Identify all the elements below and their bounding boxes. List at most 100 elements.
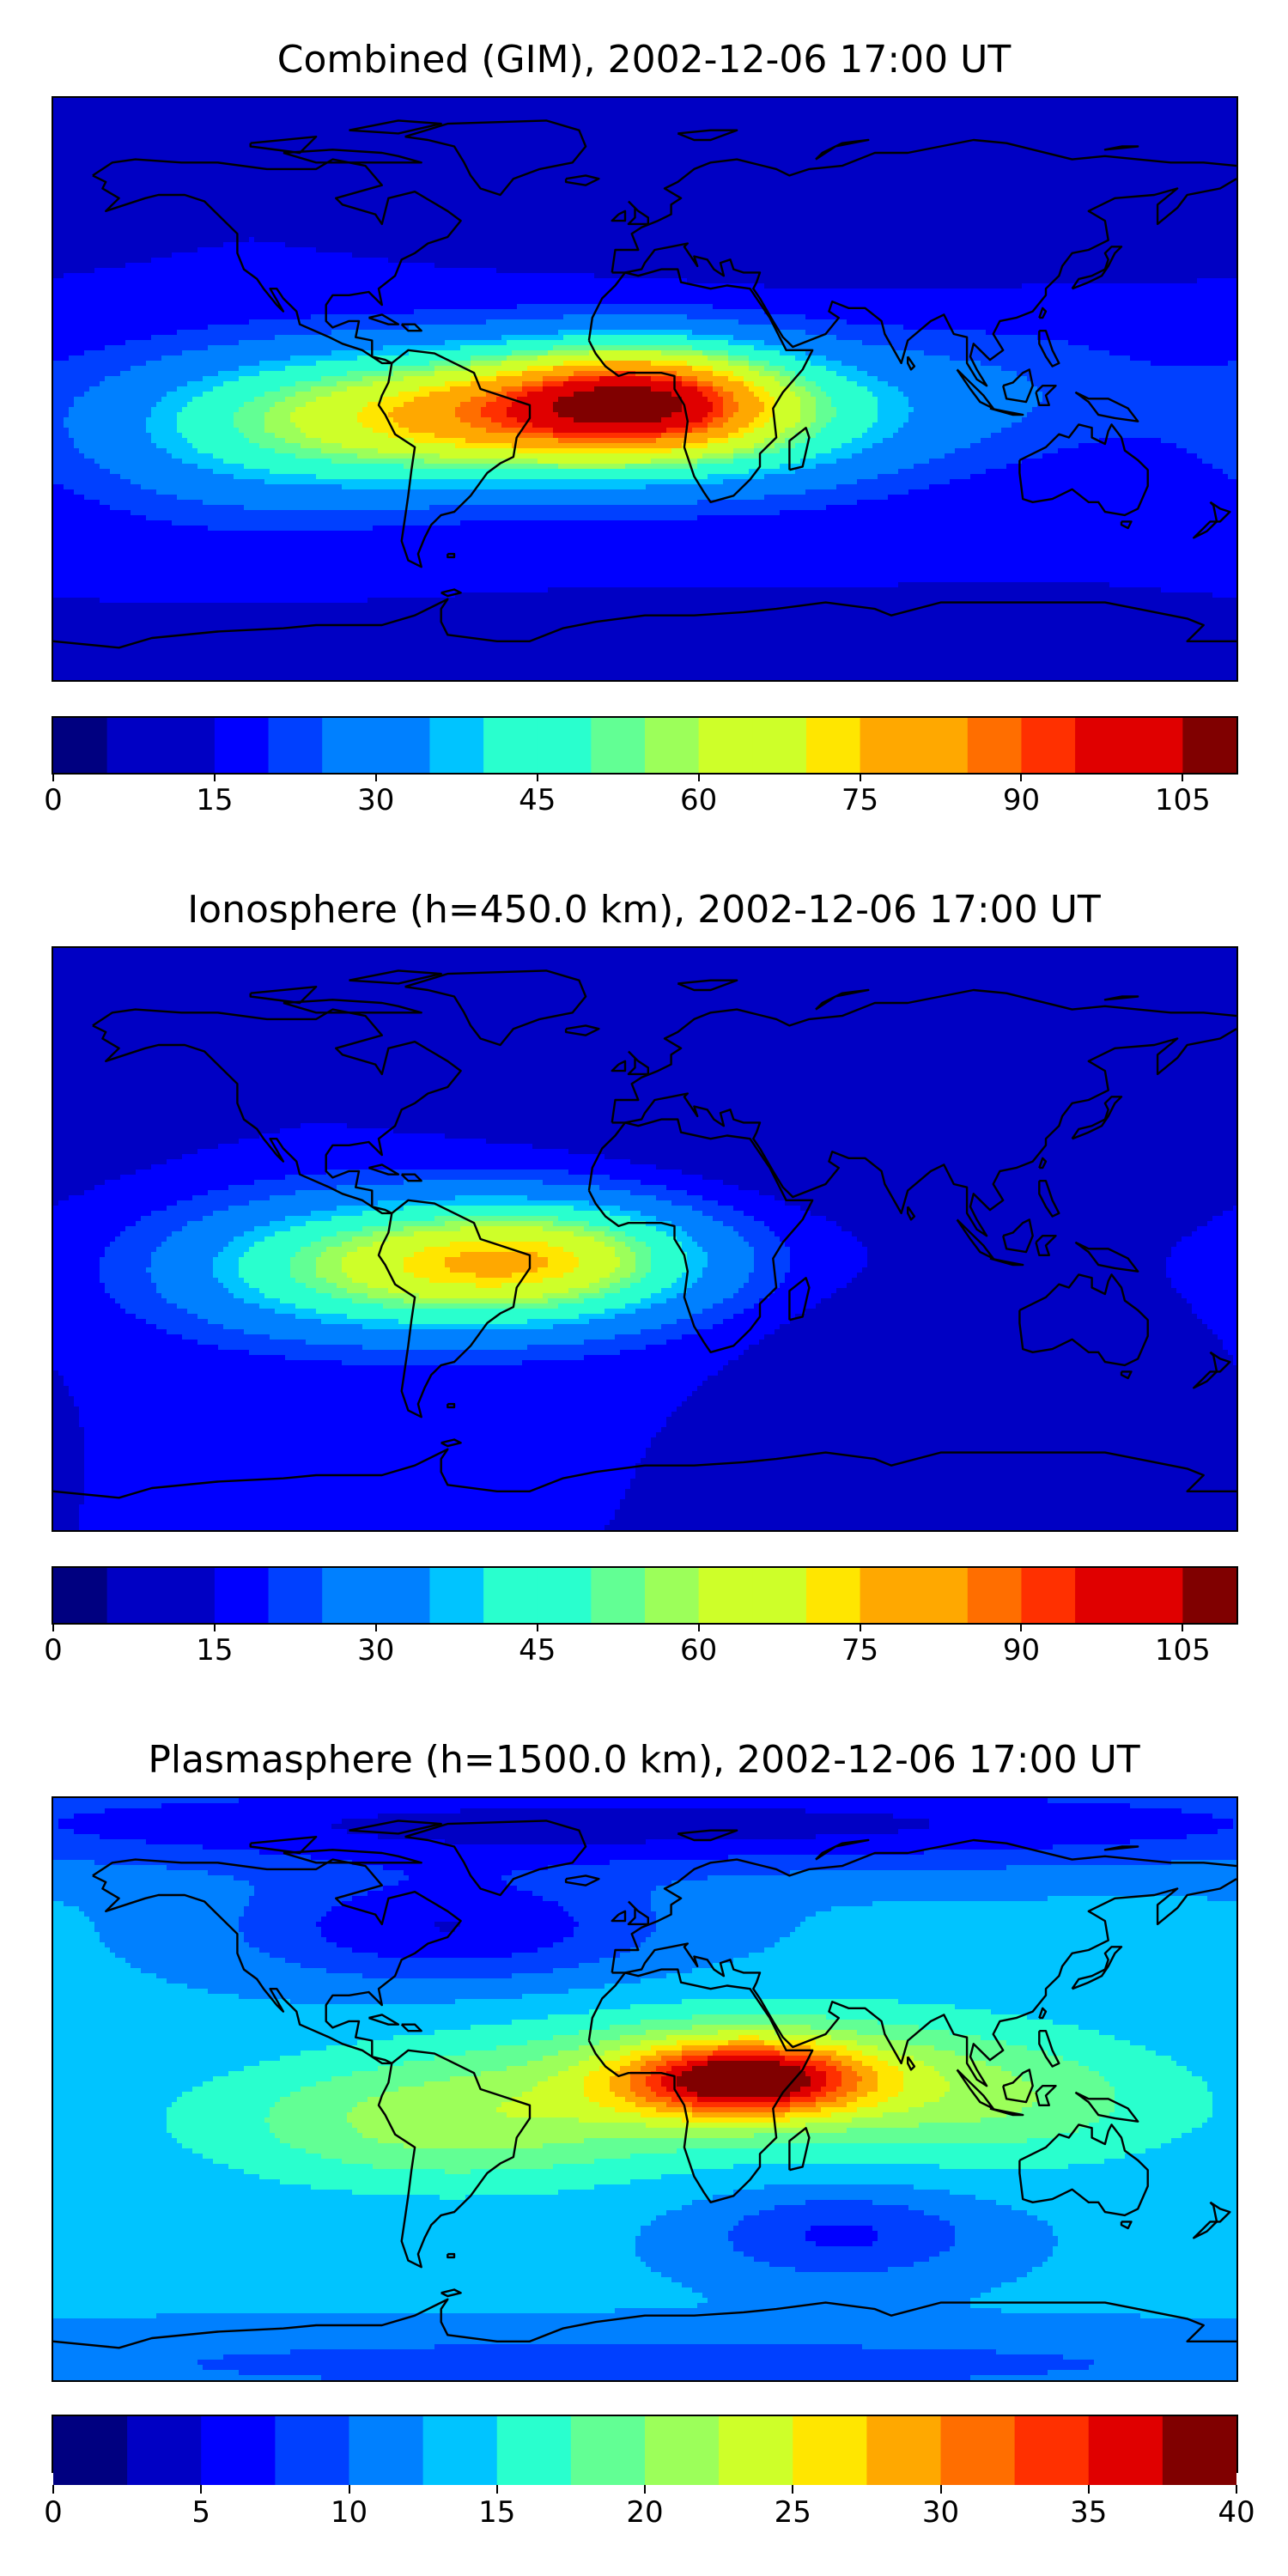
tec-cell — [589, 134, 595, 140]
tec-cell — [501, 134, 507, 140]
tec-cell — [950, 191, 956, 197]
tec-cell — [646, 175, 652, 181]
tec-cell — [970, 113, 976, 119]
tec-cell — [733, 139, 739, 145]
tec-cell — [955, 196, 961, 202]
tec-cell — [574, 165, 580, 171]
tec-cell — [496, 139, 502, 145]
tec-cell — [362, 196, 368, 202]
tec-cell — [496, 108, 502, 114]
tec-cell — [177, 108, 183, 114]
tec-cell — [764, 98, 770, 104]
tec-cell — [213, 124, 219, 130]
tec-cell — [749, 191, 755, 197]
tec-cell — [728, 165, 734, 171]
tec-cell — [1115, 108, 1121, 114]
tec-cell — [945, 118, 951, 125]
tec-cell — [192, 129, 198, 135]
tec-cell — [223, 129, 229, 135]
tec-cell — [125, 129, 131, 135]
tec-cell — [903, 155, 909, 161]
tec-cell — [620, 149, 626, 155]
tec-cell — [146, 108, 152, 114]
tec-cell — [625, 196, 631, 202]
tec-cell — [888, 180, 894, 186]
tec-cell — [306, 108, 312, 114]
tec-cell — [1140, 118, 1146, 125]
tec-cell — [471, 149, 477, 155]
tec-cell — [991, 118, 997, 125]
tec-cell — [599, 103, 605, 109]
tec-cell — [847, 118, 853, 125]
tec-cell — [424, 170, 430, 176]
tec-cell — [862, 160, 868, 166]
tec-cell — [878, 160, 884, 166]
tec-cell — [1171, 144, 1177, 150]
tec-cell — [826, 103, 832, 109]
tec-cell — [548, 149, 554, 155]
tec-cell — [594, 113, 600, 119]
tec-cell — [450, 160, 456, 166]
tec-cell — [1022, 175, 1028, 181]
tec-cell — [167, 170, 173, 176]
tec-cell — [1022, 165, 1028, 171]
tec-cell — [568, 185, 574, 191]
tec-cell — [1109, 165, 1115, 171]
tec-cell — [1032, 124, 1038, 130]
tec-cell — [1207, 139, 1213, 145]
tec-cell — [867, 165, 873, 171]
tec-cell — [476, 155, 482, 161]
tec-cell — [1089, 149, 1095, 155]
tec-cell — [687, 144, 693, 150]
tec-cell — [208, 124, 214, 130]
tec-cell — [867, 144, 873, 150]
tec-cell — [965, 170, 971, 176]
tec-cell — [898, 108, 904, 114]
tec-cell — [84, 170, 90, 176]
tec-cell — [337, 170, 343, 176]
tec-cell — [522, 201, 528, 207]
tec-cell — [1212, 170, 1218, 176]
tec-cell — [120, 98, 126, 104]
tec-cell — [1140, 144, 1146, 150]
tec-cell — [74, 124, 80, 130]
tec-cell — [991, 124, 997, 130]
tec-cell — [718, 118, 724, 125]
tec-cell — [64, 108, 70, 114]
tec-cell — [398, 149, 404, 155]
tec-cell — [100, 108, 106, 114]
tec-cell — [718, 196, 724, 202]
tec-cell — [1207, 108, 1213, 114]
tec-cell — [795, 144, 801, 150]
tec-cell — [1104, 170, 1110, 176]
tec-cell — [74, 103, 80, 109]
tec-cell — [228, 98, 234, 104]
tec-cell — [239, 206, 245, 212]
tec-cell — [393, 113, 399, 119]
tec-cell — [903, 124, 909, 130]
tec-cell — [136, 139, 142, 145]
tec-cell — [718, 180, 724, 186]
tec-cell — [1084, 149, 1090, 155]
tec-cell — [1022, 124, 1028, 130]
tec-cell — [352, 134, 358, 140]
tec-cell — [785, 144, 791, 150]
tec-cell — [388, 191, 394, 197]
tec-cell — [1068, 134, 1074, 140]
tec-cell — [94, 191, 100, 197]
tec-cell — [744, 155, 750, 161]
tec-cell — [1161, 103, 1167, 109]
tec-cell — [790, 160, 796, 166]
tec-cell — [532, 103, 538, 109]
tec-cell — [805, 144, 811, 150]
tec-cell — [795, 180, 801, 186]
tec-cell — [1212, 139, 1218, 145]
tec-cell — [301, 175, 307, 181]
tec-cell — [1042, 155, 1048, 161]
tec-cell — [1012, 175, 1018, 181]
tec-cell — [486, 129, 492, 135]
tec-cell — [187, 98, 193, 104]
tec-cell — [898, 134, 904, 140]
tec-cell — [641, 170, 647, 176]
tec-cell — [625, 170, 631, 176]
